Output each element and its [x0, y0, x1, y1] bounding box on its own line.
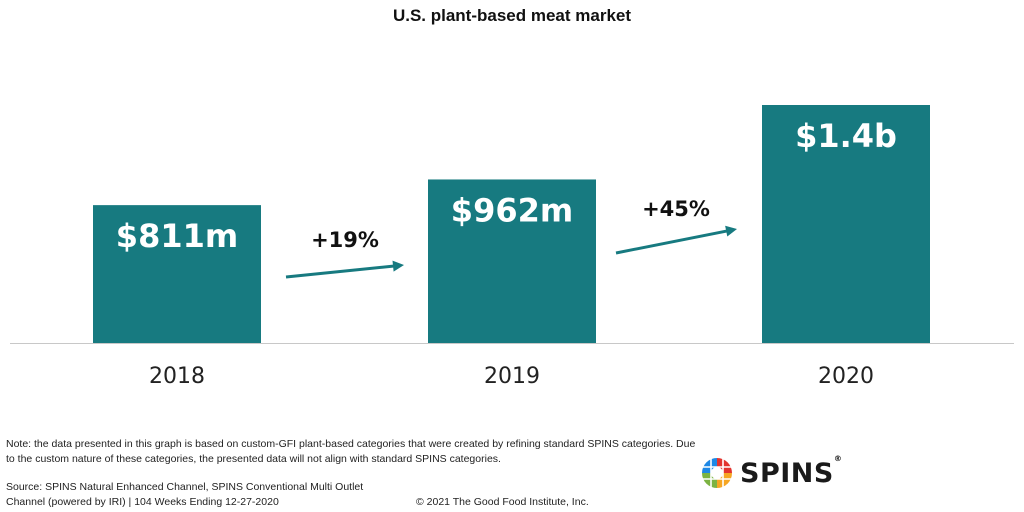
spins-globe-icon [702, 458, 732, 488]
growth-arrow-2 [615, 228, 732, 255]
logo-text: SPINS [740, 457, 834, 489]
spins-logo: SPINS® [700, 453, 843, 490]
bar-2020 [762, 105, 930, 343]
bar-2018 [93, 205, 261, 343]
x-tick-label-2019: 2019 [484, 364, 540, 389]
x-tick-label-2020: 2020 [818, 364, 874, 389]
bar-chart: $811m 2018 $962m 2019 $1.4b 2020 +19% +45% [10, 105, 1014, 389]
chart-title: U.S. plant-based meat market [392, 6, 632, 25]
growth-arrow-1 [285, 264, 399, 279]
growth-arrowhead-2 [725, 225, 737, 237]
growth-annotation-1: +19% [311, 228, 379, 252]
source-line-2: Channel (powered by IRI) | 104 Weeks End… [6, 496, 279, 508]
data-label-2018: $811m [116, 217, 238, 255]
bar-2019 [428, 179, 596, 343]
growth-annotation-2: +45% [642, 197, 710, 221]
copyright-text: © 2021 The Good Food Institute, Inc. [416, 496, 589, 508]
growth-arrowhead-1 [392, 260, 404, 272]
registered-mark: ® [833, 453, 843, 463]
source-citation: Source: SPINS Natural Enhanced Channel, … [6, 480, 406, 510]
data-label-2019: $962m [451, 191, 573, 229]
data-label-2020: $1.4b [795, 117, 897, 155]
footnote: Note: the data presented in this graph i… [6, 438, 696, 465]
x-tick-label-2018: 2018 [149, 364, 205, 389]
source-line-1: Source: SPINS Natural Enhanced Channel, … [6, 481, 364, 493]
